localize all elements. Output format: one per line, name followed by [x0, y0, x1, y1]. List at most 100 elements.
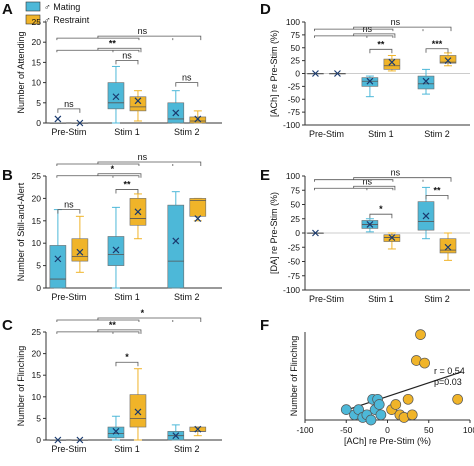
significance-label: ns	[138, 26, 148, 36]
significance-label: ns	[182, 73, 192, 83]
x-tick-label: Pre-Stim	[309, 294, 344, 304]
y-tick-label: 0	[36, 118, 41, 128]
box-mating	[307, 229, 324, 237]
box-restraint	[71, 436, 89, 444]
box	[189, 198, 207, 217]
y-tick-label: 20	[32, 349, 42, 359]
legend-swatch	[25, 1, 41, 12]
box-restraint	[189, 110, 207, 124]
y-tick-label: 100	[286, 17, 300, 27]
group-bracket	[56, 329, 142, 334]
pair-bracket	[57, 108, 81, 113]
box-mating	[49, 436, 67, 444]
panel-label-c: C	[2, 317, 13, 334]
x-tick-label: Stim 2	[174, 127, 200, 137]
y-tick-label: 100	[286, 171, 300, 181]
significance-label: **	[123, 179, 131, 189]
pair-bracket	[369, 48, 393, 54]
significance-annotation: ns	[56, 152, 202, 166]
mean-marker	[172, 432, 180, 440]
significance-label: ns	[363, 176, 373, 186]
box-restraint	[439, 52, 457, 67]
pair-bracket	[369, 213, 393, 219]
x-tick-label: Stim 2	[424, 129, 450, 139]
significance-annotation: ns	[57, 200, 81, 214]
x-tick-label: Stim 2	[424, 294, 450, 304]
mean-marker	[422, 77, 430, 85]
y-tick-label: 25	[291, 56, 301, 66]
y-axis-label: Number of Flinching	[289, 336, 299, 417]
significance-label: **	[109, 320, 117, 330]
panel-d: -100 -75 -50 -25 0 25 50 75 100 Pre-Stim Stim 1 Sti…	[269, 17, 470, 139]
box-mating	[167, 191, 185, 289]
x-tick-label: Pre-Stim	[51, 444, 86, 454]
y-tick-label: 15	[32, 216, 42, 226]
mean-marker	[312, 229, 319, 237]
y-tick-label: 15	[32, 57, 42, 67]
legend-swatch	[25, 14, 41, 25]
x-tick-label: Stim 1	[368, 129, 394, 139]
y-tick-label: -75	[288, 107, 301, 117]
box	[107, 82, 125, 110]
significance-annotation: *	[115, 352, 139, 367]
mean-marker	[134, 408, 142, 416]
pair-bracket	[115, 189, 139, 194]
box-restraint	[71, 215, 89, 273]
mean-marker	[444, 57, 452, 65]
box-restraint	[129, 193, 147, 240]
significance-annotation: *	[56, 164, 142, 178]
mean-marker	[388, 58, 396, 66]
box	[439, 238, 457, 254]
mean-marker	[366, 77, 374, 85]
group-bracket	[56, 161, 202, 166]
x-tick-label: 0	[385, 425, 390, 435]
box	[417, 75, 435, 90]
panel-label-f: F	[260, 317, 269, 334]
box	[107, 236, 125, 266]
box-mating	[107, 415, 125, 441]
y-tick-label: 50	[291, 43, 301, 53]
mean-marker	[76, 248, 84, 256]
significance-annotation: **	[56, 320, 142, 334]
significance-label: **	[377, 39, 385, 49]
pair-bracket	[115, 59, 139, 65]
point-restraint	[419, 357, 430, 369]
box	[189, 116, 207, 124]
mean-marker	[422, 212, 430, 220]
pair-bracket	[425, 48, 449, 53]
y-tick-label: -100	[283, 285, 300, 295]
significance-annotation: *	[369, 204, 393, 219]
mean-marker	[54, 436, 62, 444]
mean-marker	[366, 221, 374, 228]
y-axis-label: Number of Attending	[16, 31, 26, 113]
group-bracket	[314, 185, 396, 191]
y-tick-label: 25	[291, 214, 301, 224]
box-restraint	[383, 232, 401, 250]
pair-bracket	[115, 361, 139, 367]
panel-label-d: D	[260, 1, 271, 18]
box-mating	[167, 424, 185, 441]
point-restraint	[406, 409, 418, 421]
y-tick-label: 20	[32, 193, 42, 203]
y-axis-label: Number of Flinching	[16, 346, 26, 427]
significance-label: *	[125, 352, 129, 362]
box-mating	[307, 70, 324, 77]
box-restraint	[383, 54, 401, 72]
mean-marker	[194, 115, 202, 123]
group-bracket	[314, 33, 396, 38]
mean-marker	[444, 243, 452, 251]
stat-label: r = 0.54	[434, 366, 465, 376]
significance-annotation: ***	[425, 39, 449, 53]
box-restraint	[329, 70, 346, 77]
stat-label: p=0.03	[434, 377, 462, 387]
significance-annotation: **	[425, 185, 449, 200]
y-tick-label: -25	[288, 81, 301, 91]
significance-annotation: **	[115, 179, 139, 194]
box-mating	[361, 75, 379, 98]
significance-label: ns	[122, 50, 132, 60]
box-mating	[417, 186, 435, 240]
box	[439, 55, 457, 64]
box-restraint	[129, 368, 147, 441]
x-tick-label: 50	[424, 425, 434, 435]
panel-e: -100 -75 -50 -25 0 25 50 75 100 Pre-Stim Stim 1 Sti…	[269, 168, 470, 304]
